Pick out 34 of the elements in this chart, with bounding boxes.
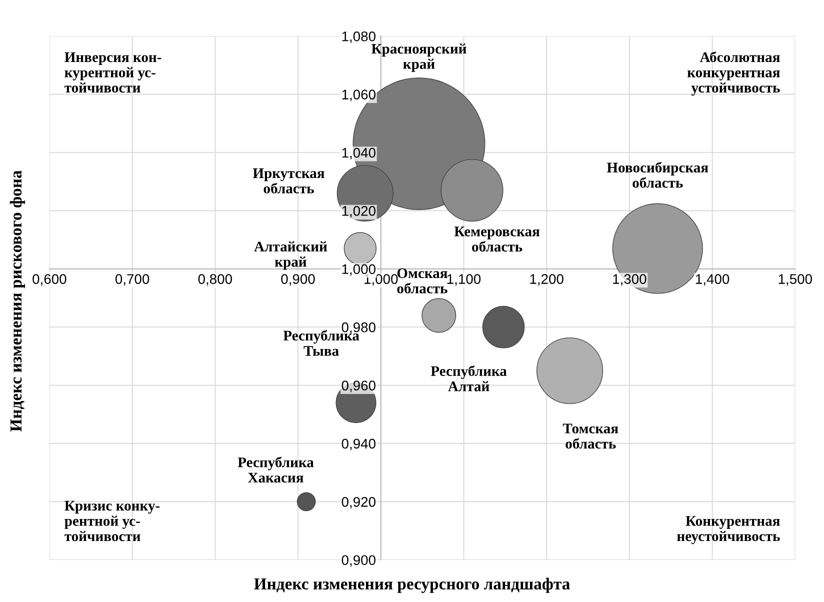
y-axis-title: Индекс изменения рискового фона: [10, 170, 26, 432]
x-tick-label: 1,500: [778, 274, 812, 286]
annotation: Инверсия кон- курентной ус- тойчивости: [64, 52, 162, 93]
series-label: Иркутская область: [252, 168, 324, 194]
annotation: Абсолютная конкурентная устойчивость: [687, 52, 780, 96]
y-tick-label: 1,080: [342, 31, 376, 43]
series-label: Красноярский край: [371, 44, 466, 72]
series-label: Кемеровская область: [454, 226, 540, 252]
x-tick-label: 1,300: [613, 274, 646, 286]
x-tick-label: 0,700: [115, 274, 150, 286]
y-tick-label: 0,960: [342, 380, 376, 392]
x-tick-label: 0,800: [198, 274, 232, 286]
y-tick-label: 0,900: [342, 555, 376, 567]
y-tick-label: 1,000: [342, 264, 376, 276]
series-label: Омская область: [397, 268, 448, 294]
x-axis-title: Индекс изменения ресурсного ландшафта: [254, 578, 570, 593]
series-label: Республика Хакасия: [238, 456, 314, 483]
series-label: Новосибирская область: [606, 162, 708, 188]
x-tick-label: 1,400: [696, 274, 730, 286]
y-tick-label: 1,040: [342, 148, 376, 160]
y-tick-label: 1,060: [342, 90, 376, 102]
series-label: Алтайский край: [254, 241, 328, 270]
series-label: Республика Алтай: [430, 365, 507, 392]
y-tick-label: 0,920: [342, 497, 376, 508]
series-label: Томская область: [562, 424, 618, 449]
x-tick-label: 0,600: [32, 274, 66, 286]
annotation: Кризис конку- рентной ус- тойчивости: [64, 500, 160, 542]
x-tick-label: 1,200: [530, 274, 564, 286]
x-tick-label: 1,000: [364, 274, 398, 286]
y-tick-label: 0,940: [342, 438, 376, 450]
x-tick-label: 0,900: [281, 274, 315, 286]
y-tick-label: 1,020: [342, 206, 376, 218]
x-tick-label: 1,100: [447, 274, 481, 286]
annotation: Конкурентная неустойчивость: [677, 516, 780, 544]
